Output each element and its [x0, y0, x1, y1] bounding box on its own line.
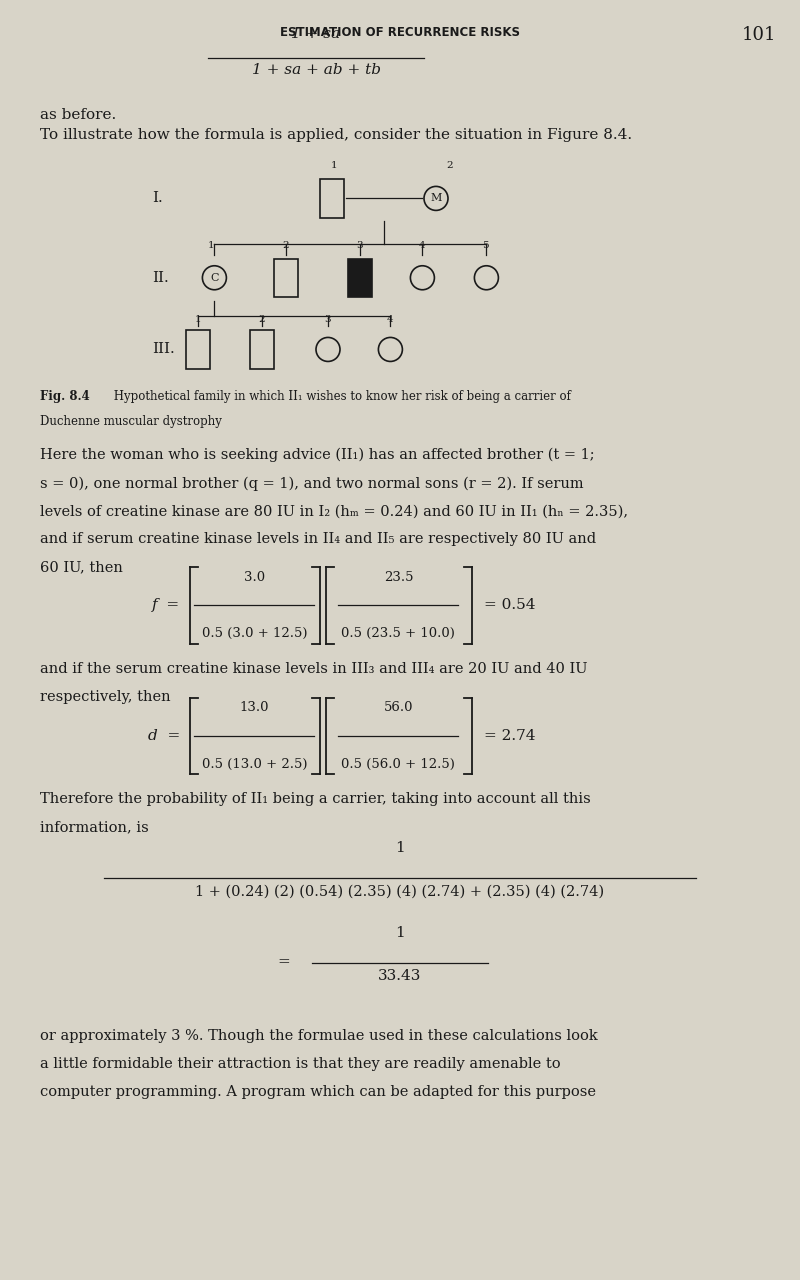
- Ellipse shape: [474, 266, 498, 289]
- Text: Fig. 8.4: Fig. 8.4: [40, 390, 90, 403]
- Text: 2: 2: [446, 161, 453, 170]
- Text: computer programming. A program which can be adapted for this purpose: computer programming. A program which ca…: [40, 1085, 596, 1100]
- Text: Here the woman who is seeking advice (II₁) has an affected brother (t = 1;: Here the woman who is seeking advice (II…: [40, 448, 594, 462]
- Bar: [186, 330, 210, 369]
- Text: 1: 1: [208, 241, 214, 250]
- Text: 23.5: 23.5: [384, 571, 413, 584]
- Text: 0.5 (13.0 + 2.5): 0.5 (13.0 + 2.5): [202, 758, 307, 771]
- Ellipse shape: [316, 338, 340, 361]
- Text: information, is: information, is: [40, 820, 149, 835]
- Text: s = 0), one normal brother (q = 1), and two normal sons (r = 2). If serum: s = 0), one normal brother (q = 1), and …: [40, 476, 584, 490]
- Text: 1: 1: [330, 161, 337, 170]
- Text: 3: 3: [324, 315, 330, 324]
- Text: To illustrate how the formula is applied, consider the situation in Figure 8.4.: To illustrate how the formula is applied…: [40, 128, 632, 142]
- Text: 33.43: 33.43: [378, 969, 422, 983]
- Text: and if serum creatine kinase levels in II₄ and II₅ are respectively 80 IU and: and if serum creatine kinase levels in I…: [40, 532, 596, 547]
- Text: 4: 4: [386, 315, 393, 324]
- Text: Duchenne muscular dystrophy: Duchenne muscular dystrophy: [40, 415, 222, 428]
- Text: 13.0: 13.0: [240, 701, 269, 714]
- Text: d  =: d =: [148, 730, 180, 742]
- Text: or approximately 3 %. Though the formulae used in these calculations look: or approximately 3 %. Though the formula…: [40, 1029, 598, 1043]
- Ellipse shape: [378, 338, 402, 361]
- Text: 60 IU, then: 60 IU, then: [40, 561, 123, 575]
- Text: and if the serum creatine kinase levels in III₃ and III₄ are 20 IU and 40 IU: and if the serum creatine kinase levels …: [40, 662, 587, 676]
- Ellipse shape: [202, 266, 226, 289]
- Bar: [348, 259, 372, 297]
- Text: III.: III.: [152, 343, 174, 356]
- Text: 3.0: 3.0: [244, 571, 265, 584]
- Text: 3: 3: [356, 241, 362, 250]
- Text: 2: 2: [282, 241, 289, 250]
- Text: 5: 5: [482, 241, 489, 250]
- Text: II.: II.: [152, 271, 169, 284]
- Text: Hypothetical family in which II₁ wishes to know her risk of being a carrier of: Hypothetical family in which II₁ wishes …: [110, 390, 571, 403]
- Bar: [320, 179, 344, 218]
- Text: 1: 1: [395, 925, 405, 940]
- Text: I.: I.: [152, 192, 162, 205]
- Bar: [274, 259, 298, 297]
- Text: 101: 101: [742, 26, 776, 44]
- Text: a little formidable their attraction is that they are readily amenable to: a little formidable their attraction is …: [40, 1057, 561, 1071]
- Text: C: C: [210, 273, 218, 283]
- Text: levels of creatine kinase are 80 IU in I₂ (hₘ = 0.24) and 60 IU in II₁ (hₙ = 2.3: levels of creatine kinase are 80 IU in I…: [40, 504, 628, 518]
- Text: 0.5 (3.0 + 12.5): 0.5 (3.0 + 12.5): [202, 627, 307, 640]
- Text: = 2.74: = 2.74: [484, 730, 535, 742]
- Text: respectively, then: respectively, then: [40, 690, 170, 704]
- Text: Therefore the probability of II₁ being a carrier, taking into account all this: Therefore the probability of II₁ being a…: [40, 792, 590, 806]
- Text: 1 + sa: 1 + sa: [291, 27, 341, 41]
- Text: 0.5 (23.5 + 10.0): 0.5 (23.5 + 10.0): [342, 627, 455, 640]
- Text: = 0.54: = 0.54: [484, 599, 535, 612]
- Text: 1: 1: [395, 841, 405, 855]
- Text: as before.: as before.: [40, 108, 116, 122]
- Text: 1 + (0.24) (2) (0.54) (2.35) (4) (2.74) + (2.35) (4) (2.74): 1 + (0.24) (2) (0.54) (2.35) (4) (2.74) …: [195, 884, 605, 899]
- Text: 0.5 (56.0 + 12.5): 0.5 (56.0 + 12.5): [342, 758, 455, 771]
- Text: f  =: f =: [152, 599, 180, 612]
- Text: 4: 4: [418, 241, 425, 250]
- Text: ESTIMATION OF RECURRENCE RISKS: ESTIMATION OF RECURRENCE RISKS: [280, 26, 520, 38]
- Ellipse shape: [410, 266, 434, 289]
- Text: =: =: [278, 956, 290, 969]
- Bar: [250, 330, 274, 369]
- Text: 2: 2: [258, 315, 265, 324]
- Text: 1 + sa + ab + tb: 1 + sa + ab + tb: [251, 63, 381, 77]
- Ellipse shape: [424, 187, 448, 210]
- Text: 1: 1: [194, 315, 201, 324]
- Text: M: M: [430, 193, 442, 204]
- Text: 56.0: 56.0: [384, 701, 413, 714]
